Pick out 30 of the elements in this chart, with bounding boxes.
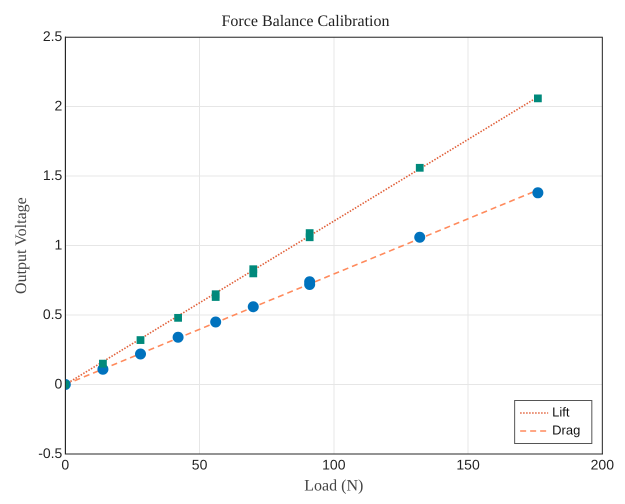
y-tick-label: 1 [54,236,63,252]
y-tick-label: 0 [54,375,63,392]
point [99,360,107,368]
legend-label: Drag [552,422,580,438]
point [212,293,220,301]
point [248,301,259,312]
point [414,232,426,243]
legend-label: Lift [552,404,570,420]
x-tick-label: 100 [322,456,346,472]
y-tick-label: 2.5 [42,28,63,44]
point [306,233,314,242]
y-tick-label: -0.5 [38,444,63,461]
chart-title: Force Balance Calibration [222,12,390,30]
x-tick-label: 200 [590,456,614,472]
x-tick-label: 150 [456,456,480,472]
point [210,316,222,328]
x-axis-title: Load (N) [304,478,364,495]
x-tick-label: 50 [192,456,208,472]
point [174,314,182,322]
point [532,187,544,198]
y-tick-label: 0.5 [42,306,63,322]
point [249,270,258,278]
point [416,164,424,172]
point [135,348,146,360]
point [136,336,144,344]
y-tick-label: 2 [54,98,63,114]
y-tick-label: 1.5 [42,166,63,183]
point [172,332,184,343]
y-axis-title: Output Voltage [12,197,30,294]
point [534,94,542,102]
